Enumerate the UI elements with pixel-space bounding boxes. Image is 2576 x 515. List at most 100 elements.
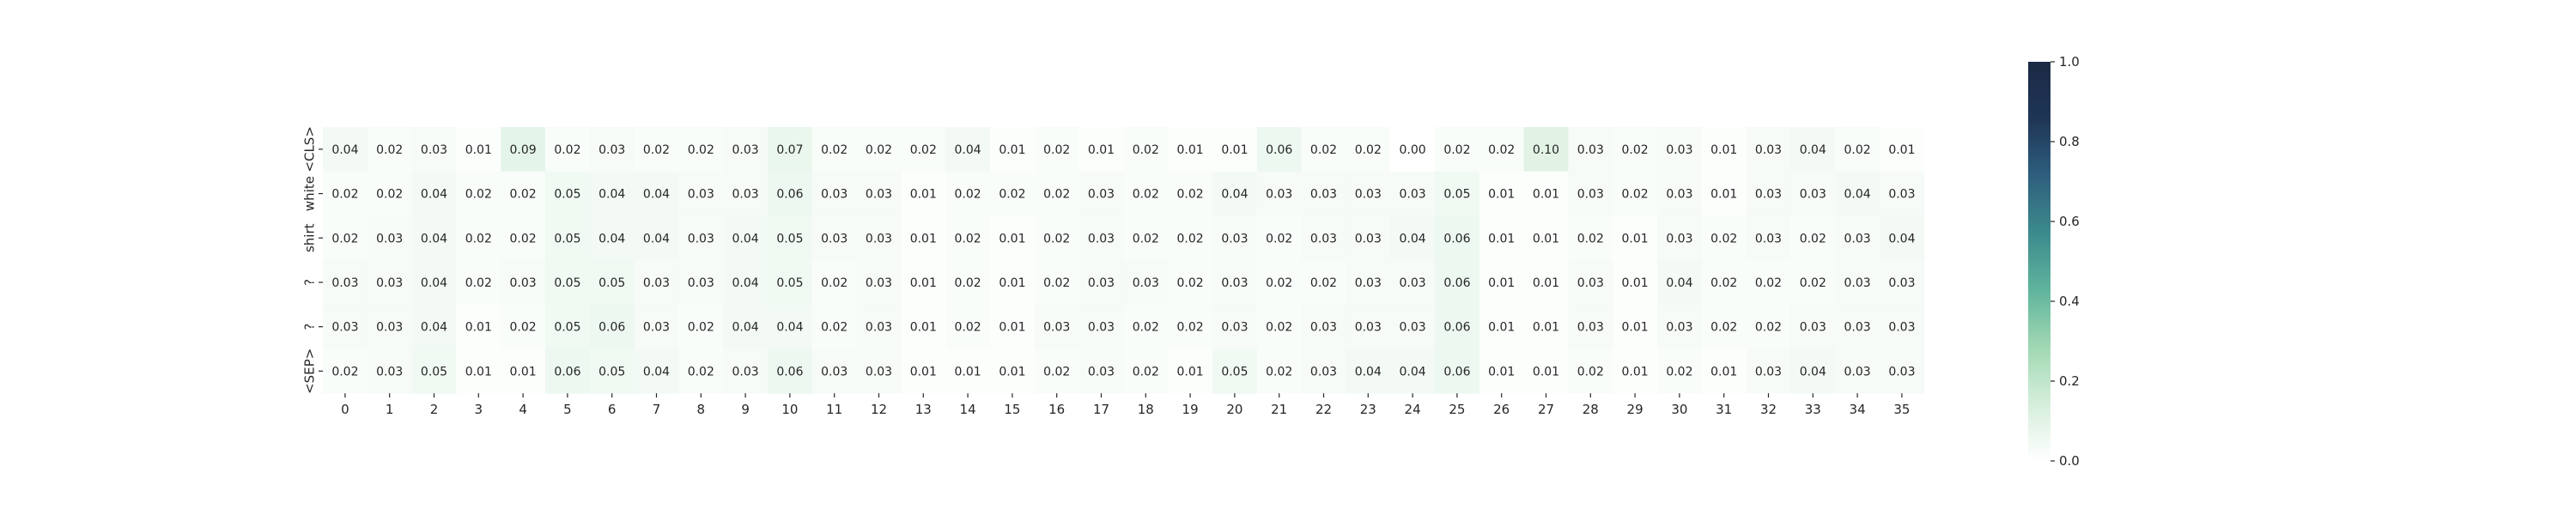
cell-value-label: 0.02 xyxy=(1266,365,1292,379)
cell-value-label: 0.04 xyxy=(331,143,358,157)
heatmap-cell xyxy=(1301,127,1346,173)
x-tick-label: 27 xyxy=(1538,402,1554,417)
heatmap-cell xyxy=(1835,304,1880,349)
cell-value-label: 0.03 xyxy=(1400,321,1426,335)
cell-value-label: 0.02 xyxy=(465,276,492,290)
cell-value-label: 0.02 xyxy=(1310,276,1337,290)
cell-value-label: 0.03 xyxy=(376,365,403,379)
cell-value-label: 0.03 xyxy=(821,188,848,202)
x-tick-label: 23 xyxy=(1360,402,1376,417)
cell-value-label: 0.03 xyxy=(1355,232,1382,245)
heatmap-cell xyxy=(1301,215,1346,261)
cell-value-label: 0.01 xyxy=(1488,188,1515,202)
heatmap-cell xyxy=(323,260,368,306)
heatmap-cell xyxy=(1790,260,1836,306)
heatmap-cell xyxy=(1435,171,1480,216)
heatmap-cell xyxy=(1880,348,1925,394)
cell-value-label: 0.03 xyxy=(1577,321,1604,335)
cell-value-label: 0.03 xyxy=(1088,276,1115,290)
heatmap-cell xyxy=(1746,348,1791,394)
heatmap-cell xyxy=(990,171,1036,216)
heatmap-cell xyxy=(323,348,368,394)
cell-value-label: 0.03 xyxy=(1755,143,1782,157)
colorbar-tick-label: 0.2 xyxy=(2059,373,2080,389)
cell-value-label: 0.03 xyxy=(1844,232,1871,245)
heatmap-cell xyxy=(1568,215,1613,261)
heatmap-cell xyxy=(1034,171,1080,216)
heatmap-cell xyxy=(1078,215,1124,261)
heatmap-cell xyxy=(1790,304,1836,349)
heatmap-cell xyxy=(589,171,635,216)
heatmap-cell xyxy=(1835,348,1880,394)
heatmap-cell xyxy=(811,304,858,349)
heatmap-cell xyxy=(1034,260,1080,306)
heatmap-cells xyxy=(323,127,1925,394)
heatmap-cell xyxy=(1701,348,1747,394)
cell-value-label: 0.02 xyxy=(1266,321,1292,335)
cell-value-label: 0.02 xyxy=(1177,321,1204,335)
heatmap-cell xyxy=(589,260,635,306)
x-tick-label: 21 xyxy=(1271,402,1287,417)
cell-value-label: 0.02 xyxy=(465,188,492,202)
heatmap-cell xyxy=(1034,304,1080,349)
heatmap-cell xyxy=(1212,304,1258,349)
cell-value-label: 0.03 xyxy=(1888,276,1915,290)
cell-value-label: 0.03 xyxy=(1088,321,1115,335)
x-tick-label: 29 xyxy=(1627,402,1643,417)
cell-value-label: 0.04 xyxy=(1221,188,1248,202)
cell-value-label: 0.01 xyxy=(1533,188,1559,202)
heatmap-cell xyxy=(1613,260,1658,306)
heatmap-cell xyxy=(1479,215,1525,261)
heatmap-cell xyxy=(1390,171,1436,216)
heatmap-cell xyxy=(723,127,769,173)
heatmap-cell xyxy=(945,171,991,216)
heatmap-cell xyxy=(1435,260,1480,306)
cell-value-label: 0.04 xyxy=(732,276,759,290)
cell-value-label: 0.03 xyxy=(1888,365,1915,379)
cell-value-label: 0.01 xyxy=(999,143,1025,157)
cell-value-label: 0.05 xyxy=(554,188,580,202)
cell-value-label: 0.03 xyxy=(1043,321,1070,335)
heatmap-cell xyxy=(634,215,679,261)
cell-value-label: 0.03 xyxy=(1844,276,1871,290)
heatmap-cell xyxy=(456,215,501,261)
cell-value-label: 0.01 xyxy=(910,188,937,202)
cell-value-label: 0.02 xyxy=(331,365,358,379)
heatmap-cell xyxy=(589,304,635,349)
heatmap-cell xyxy=(1123,127,1169,173)
heatmap-cell xyxy=(945,127,991,173)
heatmap-cell xyxy=(811,171,858,216)
heatmap-cell xyxy=(811,348,858,394)
heatmap-cell xyxy=(1657,260,1703,306)
cell-value-label: 0.02 xyxy=(1043,365,1070,379)
heatmap-cell xyxy=(856,260,902,306)
cell-value-label: 0.03 xyxy=(1888,321,1915,335)
cell-value-label: 0.04 xyxy=(732,232,759,245)
cell-value-label: 0.05 xyxy=(554,276,580,290)
heatmap-cell xyxy=(990,348,1036,394)
heatmap-cell xyxy=(1880,127,1925,173)
cell-value-label: 0.03 xyxy=(1755,365,1782,379)
heatmap-cell xyxy=(990,127,1036,173)
heatmap-cell xyxy=(367,171,413,216)
heatmap-cell xyxy=(1212,260,1258,306)
cell-value-label: 0.01 xyxy=(910,276,937,290)
heatmap-cell xyxy=(1168,304,1213,349)
cell-value-label: 0.05 xyxy=(1221,365,1248,379)
colorbar-tick-label: 0.8 xyxy=(2059,134,2080,149)
heatmap-cell xyxy=(1657,127,1703,173)
cell-value-label: 0.03 xyxy=(1088,188,1115,202)
cell-value-label: 0.03 xyxy=(376,276,403,290)
cell-value-label: 0.02 xyxy=(1177,232,1204,245)
heatmap-cell xyxy=(768,127,813,173)
heatmap-cell xyxy=(1523,348,1569,394)
cell-value-label: 0.04 xyxy=(598,188,625,202)
cell-value-label: 0.02 xyxy=(999,188,1025,202)
cell-value-label: 0.01 xyxy=(1622,365,1649,379)
heatmap-cell xyxy=(1078,304,1124,349)
colorbar-tick-label: 0.4 xyxy=(2059,294,2080,309)
cell-value-label: 0.02 xyxy=(331,232,358,245)
heatmap-cell xyxy=(678,348,724,394)
cell-value-label: 0.02 xyxy=(1577,365,1604,379)
cell-value-label: 0.03 xyxy=(331,276,358,290)
